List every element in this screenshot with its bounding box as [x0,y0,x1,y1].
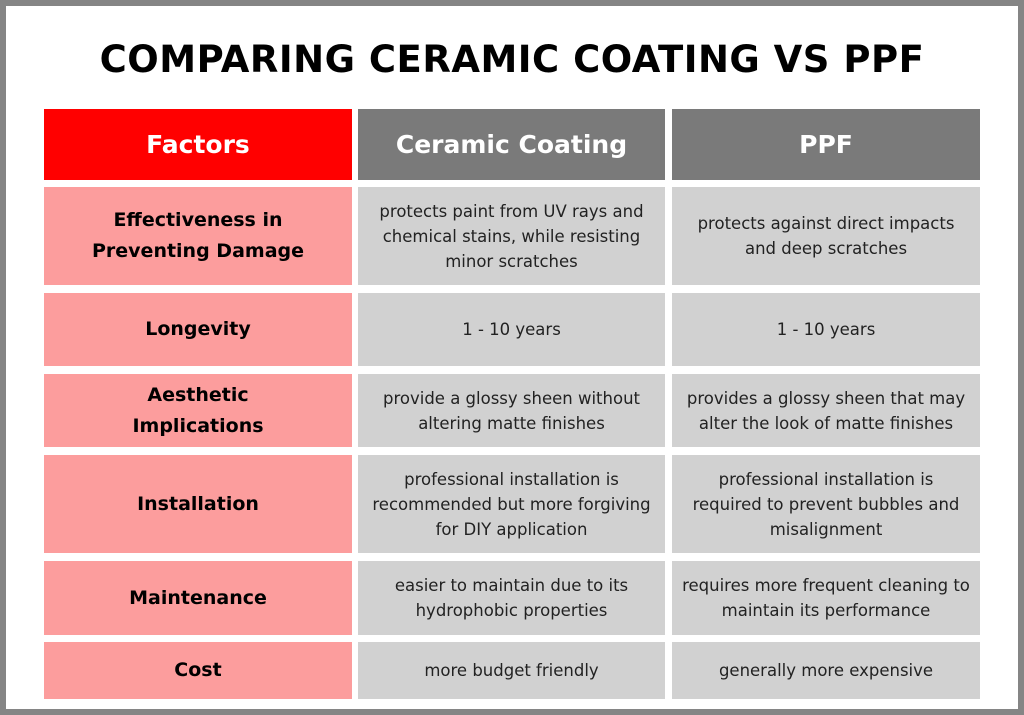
ppf-cell: 1 - 10 years [672,293,980,366]
ppf-cell: requires more frequent cleaning to maint… [672,561,980,635]
ppf-cell: protects against direct impacts and deep… [672,187,980,285]
header-ceramic-coating: Ceramic Coating [358,109,665,180]
factor-cell: Cost [44,642,352,699]
factor-cell: Maintenance [44,561,352,635]
ceramic-cell: 1 - 10 years [358,293,665,366]
ceramic-cell: protects paint from UV rays and chemical… [358,187,665,285]
page-title: COMPARING CERAMIC COATING VS PPF [99,38,925,81]
factor-cell: Installation [44,455,352,553]
factor-cell: Longevity [44,293,352,366]
factor-cell: Effectiveness in Preventing Damage [44,187,352,285]
ceramic-cell: easier to maintain due to its hydrophobi… [358,561,665,635]
ceramic-cell: professional installation is recommended… [358,455,665,553]
ceramic-cell: more budget friendly [358,642,665,699]
ceramic-cell: provide a glossy sheen without altering … [358,374,665,447]
ppf-cell: professional installation is required to… [672,455,980,553]
header-factors: Factors [44,109,352,180]
ppf-cell: provides a glossy sheen that may alter t… [672,374,980,447]
header-ppf: PPF [672,109,980,180]
ppf-cell: generally more expensive [672,642,980,699]
factor-cell: Aesthetic Implications [44,374,352,447]
